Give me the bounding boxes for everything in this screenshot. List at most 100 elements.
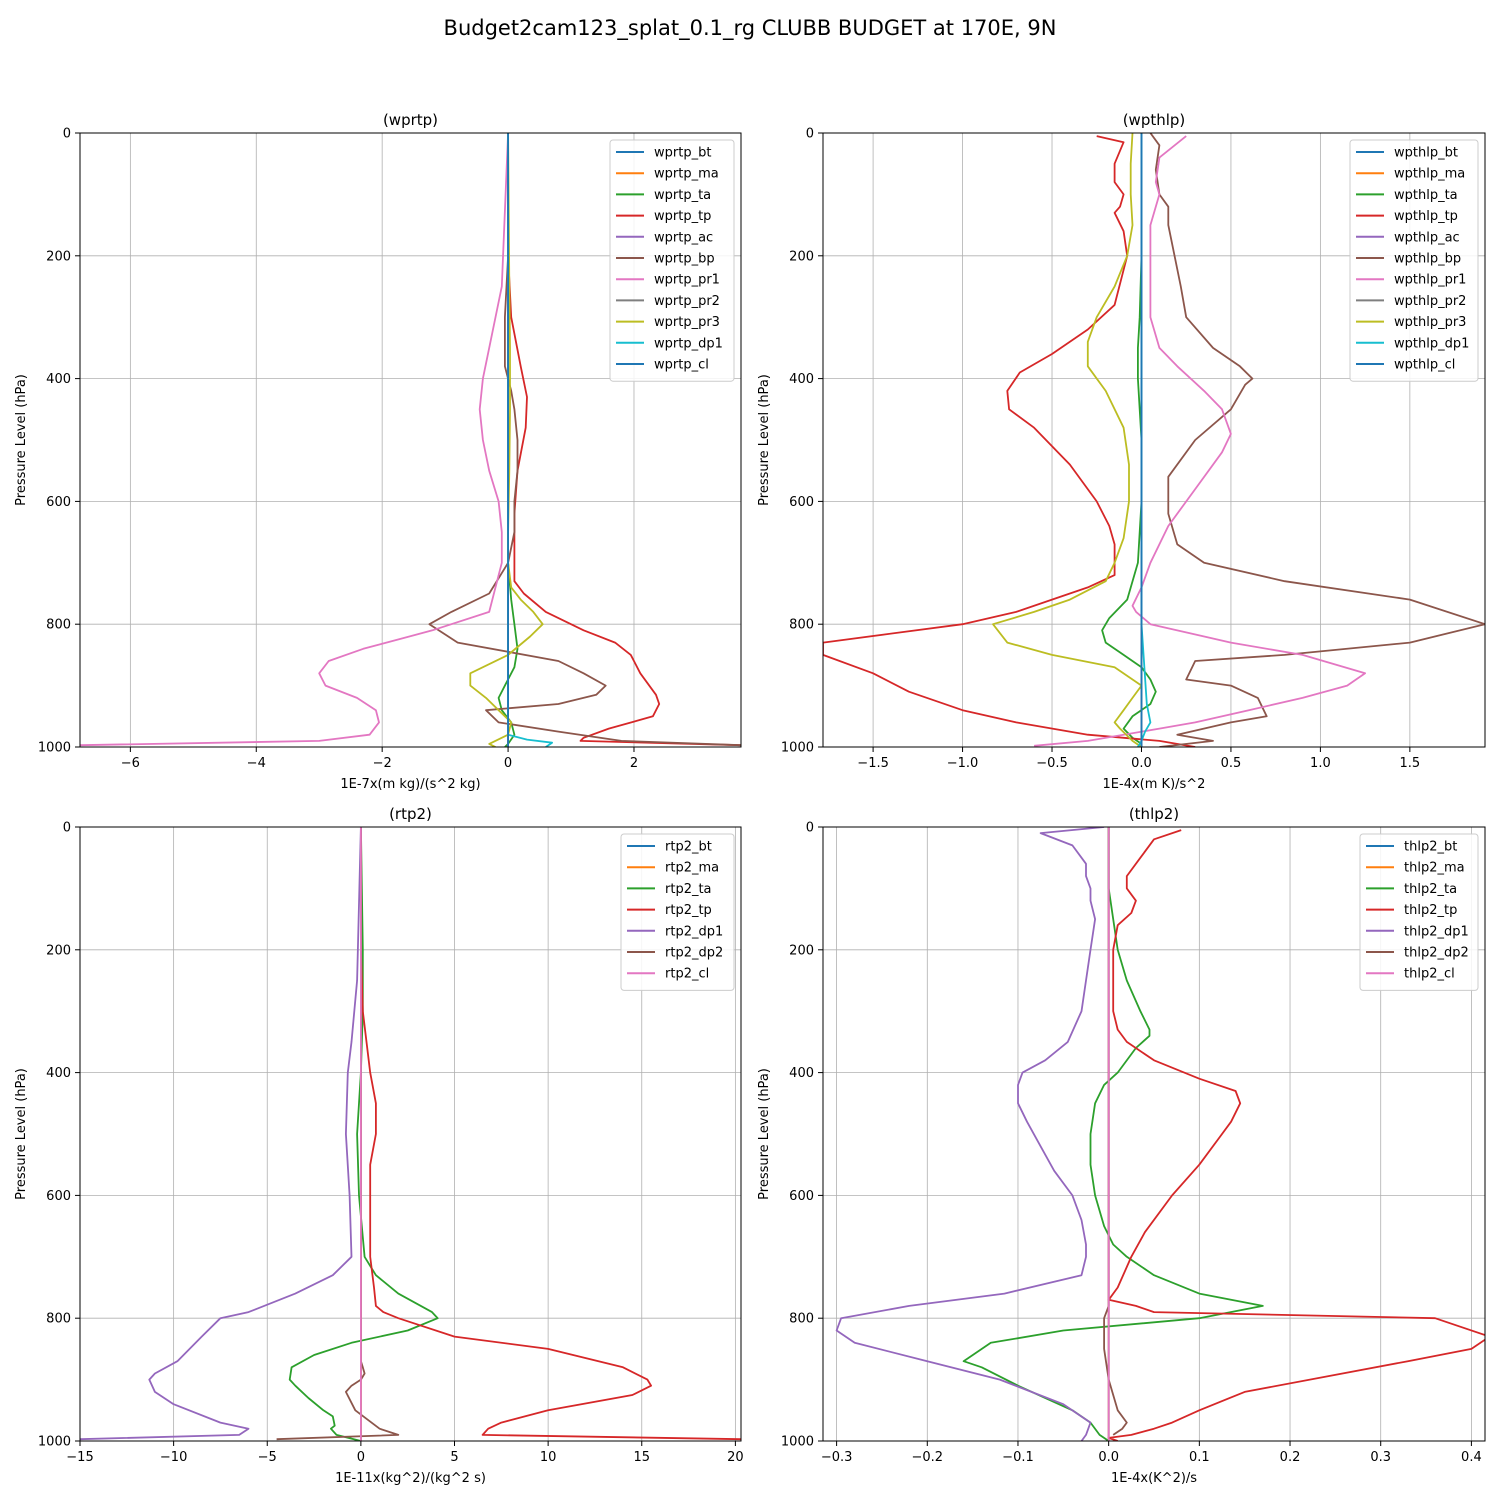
legend: wprtp_bt wprtp_ma wprtp_ta wprtp_tp wprtp_ac… — [609, 139, 735, 382]
series-group — [835, 827, 1485, 1441]
y-tick-label: 1000 — [781, 741, 814, 756]
legend-entry: wprtp_tp — [654, 209, 711, 224]
x-tick-label: 0 — [504, 756, 512, 771]
panel-title: (thlp2) — [1129, 805, 1179, 823]
x-tick-label: −15 — [66, 1450, 93, 1465]
legend-entry: wprtp_pr2 — [654, 294, 720, 309]
legend-entry: wpthlp_tp — [1394, 209, 1458, 224]
legend-entry: thlp2_ta — [1404, 882, 1457, 897]
y-tick-label: 400 — [46, 372, 71, 387]
y-tick-label: 0 — [63, 821, 71, 836]
panel-4: −0.3 −0.2 −0.1 0.0 0.1 0.2 0.3 0.4 0 200 400 600 800… — [757, 805, 1486, 1486]
legend-entry: wprtp_dp1 — [654, 336, 723, 351]
series-line-wpthlp_dp1 — [1137, 133, 1152, 747]
legend-entry: wpthlp_pr2 — [1394, 294, 1466, 309]
legend-entry: wprtp_bt — [654, 146, 711, 161]
x-tick-label: 0.3 — [1370, 1450, 1391, 1465]
x-tick-label: −5 — [258, 1450, 277, 1465]
legend-entry: thlp2_bt — [1404, 840, 1457, 855]
x-tick-label: −0.5 — [1036, 756, 1068, 771]
x-tick-label: −0.3 — [821, 1450, 853, 1465]
y-tick-label: 600 — [789, 495, 814, 510]
legend-entry: wpthlp_cl — [1394, 358, 1455, 373]
x-tick-label: 1.0 — [1310, 756, 1331, 771]
series-line-wprtp_bp — [428, 133, 741, 747]
series-group — [80, 133, 741, 747]
x-tick-label: 0.0 — [1098, 1450, 1119, 1465]
legend-entry: thlp2_dp1 — [1404, 924, 1469, 939]
x-tick-label: 15 — [633, 1450, 650, 1465]
x-tick-label: −2 — [373, 756, 392, 771]
y-tick-label: 1000 — [38, 741, 71, 756]
x-axis-label: 1E-11x(kg^2)/(kg^2 s) — [335, 1471, 486, 1486]
x-tick-label: 0.4 — [1461, 1450, 1482, 1465]
x-tick-label: −0.1 — [1002, 1450, 1034, 1465]
series-line-rtp2_dp1 — [80, 827, 362, 1441]
legend-entry: wprtp_bp — [654, 252, 715, 267]
series-line-thlp2_dp2 — [1103, 827, 1128, 1436]
x-tick-label: 10 — [540, 1450, 557, 1465]
y-tick-label: 800 — [789, 1312, 814, 1327]
x-tick-label: −0.2 — [911, 1450, 943, 1465]
axes-frame — [822, 826, 1486, 1442]
legend-entry: thlp2_cl — [1404, 967, 1455, 982]
x-tick-label: 5 — [450, 1450, 458, 1465]
legend-entry: thlp2_dp2 — [1404, 946, 1469, 961]
legend-entry: wpthlp_ma — [1394, 167, 1465, 182]
y-tick-label: 0 — [63, 127, 71, 142]
legend-entry: wprtp_cl — [654, 358, 709, 373]
panel-title: (wprtp) — [383, 111, 438, 129]
legend-entry: rtp2_tp — [665, 903, 712, 918]
legend-entry: rtp2_ma — [665, 861, 719, 876]
y-tick-label: 600 — [46, 1189, 71, 1204]
y-tick-label: 800 — [46, 1312, 71, 1327]
series-line-wpthlp_pr1 — [1034, 135, 1366, 747]
y-tick-label: 400 — [46, 1066, 71, 1081]
legend: wpthlp_bt wpthlp_ma wpthlp_ta wpthlp_tpwpth… — [1349, 139, 1479, 382]
x-tick-label: 0.2 — [1280, 1450, 1301, 1465]
series-line-wpthlp_pr3 — [992, 133, 1143, 747]
legend-entry: rtp2_ta — [665, 882, 712, 897]
panel-1: −6 −4 −2 0 2 0 200 400 600 800 1000 (wprtp) 1E-7x(m … — [14, 111, 742, 792]
axes-frame — [79, 826, 742, 1442]
y-tick-label: 200 — [46, 249, 71, 264]
series-line-wpthlp_bp — [1149, 133, 1485, 747]
series-line-wpthlp_tp — [823, 135, 1196, 747]
legend-entry: wprtp_pr1 — [654, 273, 720, 288]
x-tick-label: −1.5 — [857, 756, 889, 771]
y-tick-label: 200 — [789, 249, 814, 264]
series-group — [823, 133, 1485, 747]
x-tick-label: −6 — [121, 756, 140, 771]
y-axis-label: Pressure Level (hPa) — [757, 374, 772, 506]
series-line-wpthlp_ta — [1101, 133, 1157, 747]
x-axis-label: 1E-4x(m K)/s^2 — [1103, 777, 1206, 792]
panel-title: (wpthlp) — [1123, 111, 1186, 129]
legend-entry: wprtp_ta — [654, 188, 711, 203]
legend-entry: wprtp_ac — [654, 230, 713, 245]
legend-entry: wpthlp_dp1 — [1394, 336, 1469, 351]
series-line-thlp2_tp — [1107, 829, 1485, 1441]
y-tick-label: 1000 — [38, 1435, 71, 1450]
series-line-thlp2_ta — [962, 827, 1264, 1441]
y-tick-label: 400 — [789, 372, 814, 387]
y-tick-label: 400 — [789, 1066, 814, 1081]
legend: rtp2_bt rtp2_ma rtp2_ta rtp2_tp rtp2_dp1 rtp2… — [620, 833, 735, 991]
y-axis-label: Pressure Level (hPa) — [14, 374, 29, 506]
x-tick-label: 1.5 — [1400, 756, 1421, 771]
series-line-wprtp_pr1 — [80, 133, 509, 747]
x-tick-label: 0.5 — [1221, 756, 1242, 771]
y-axis-label: Pressure Level (hPa) — [14, 1068, 29, 1200]
x-axis-label: 1E-7x(m kg)/(s^2 kg) — [340, 777, 480, 792]
x-tick-label: 0.1 — [1189, 1450, 1210, 1465]
x-axis-label: 1E-4x(K^2)/s — [1111, 1471, 1197, 1486]
series-group — [80, 827, 741, 1441]
axes-frame — [79, 132, 742, 748]
legend: thlp2_bt thlp2_ma thlp2_ta thlp2_tp thlp2_dp… — [1359, 833, 1479, 991]
series-line-thlp2_dp1 — [835, 827, 1105, 1441]
x-tick-label: 2 — [630, 756, 638, 771]
panel-2: −1.5 −1.0 −0.5 0.0 0.5 1.0 1.5 0 200 400 600 800 100… — [757, 111, 1486, 792]
x-tick-label: −4 — [247, 756, 266, 771]
series-line-rtp2_tp — [359, 827, 741, 1441]
panel-title: (rtp2) — [389, 805, 432, 823]
